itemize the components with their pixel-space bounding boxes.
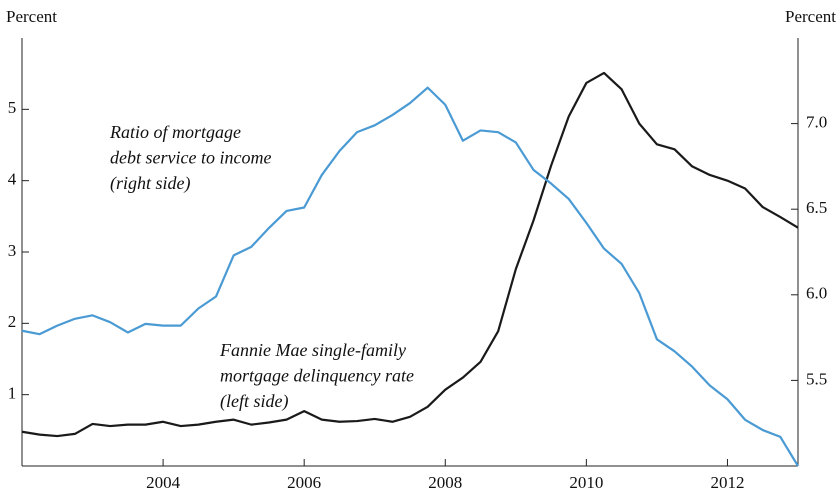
x-tick-label: 2010 [569, 473, 603, 492]
y-tick-label: 3 [8, 241, 17, 260]
y2-tick-label: 7.0 [806, 113, 827, 132]
annotation: mortgage delinquency rate [220, 366, 414, 386]
y2-tick-label: 6.5 [806, 198, 827, 217]
series-line [21, 71, 799, 438]
annotation: (left side) [220, 391, 288, 412]
x-tick-label: 2006 [287, 473, 321, 492]
y2-axis-label: Percent [785, 7, 836, 26]
annotation: debt service to income [110, 148, 271, 168]
annotation: Fannie Mae single-family [219, 340, 406, 360]
annotation: (right side) [110, 173, 191, 194]
y-tick-label: 4 [8, 170, 17, 189]
x-tick-label: 2008 [428, 473, 462, 492]
x-tick-label: 2012 [710, 473, 744, 492]
y2-tick-label: 6.0 [806, 284, 827, 303]
y-tick-label: 2 [8, 312, 17, 331]
y-tick-label: 1 [8, 384, 17, 403]
y-tick-label: 5 [8, 98, 17, 117]
y2-tick-label: 5.5 [806, 369, 827, 388]
annotation: Ratio of mortgage [109, 122, 241, 142]
series-line [21, 86, 799, 467]
y-axis-label: Percent [6, 7, 57, 26]
x-tick-label: 2004 [146, 473, 181, 492]
